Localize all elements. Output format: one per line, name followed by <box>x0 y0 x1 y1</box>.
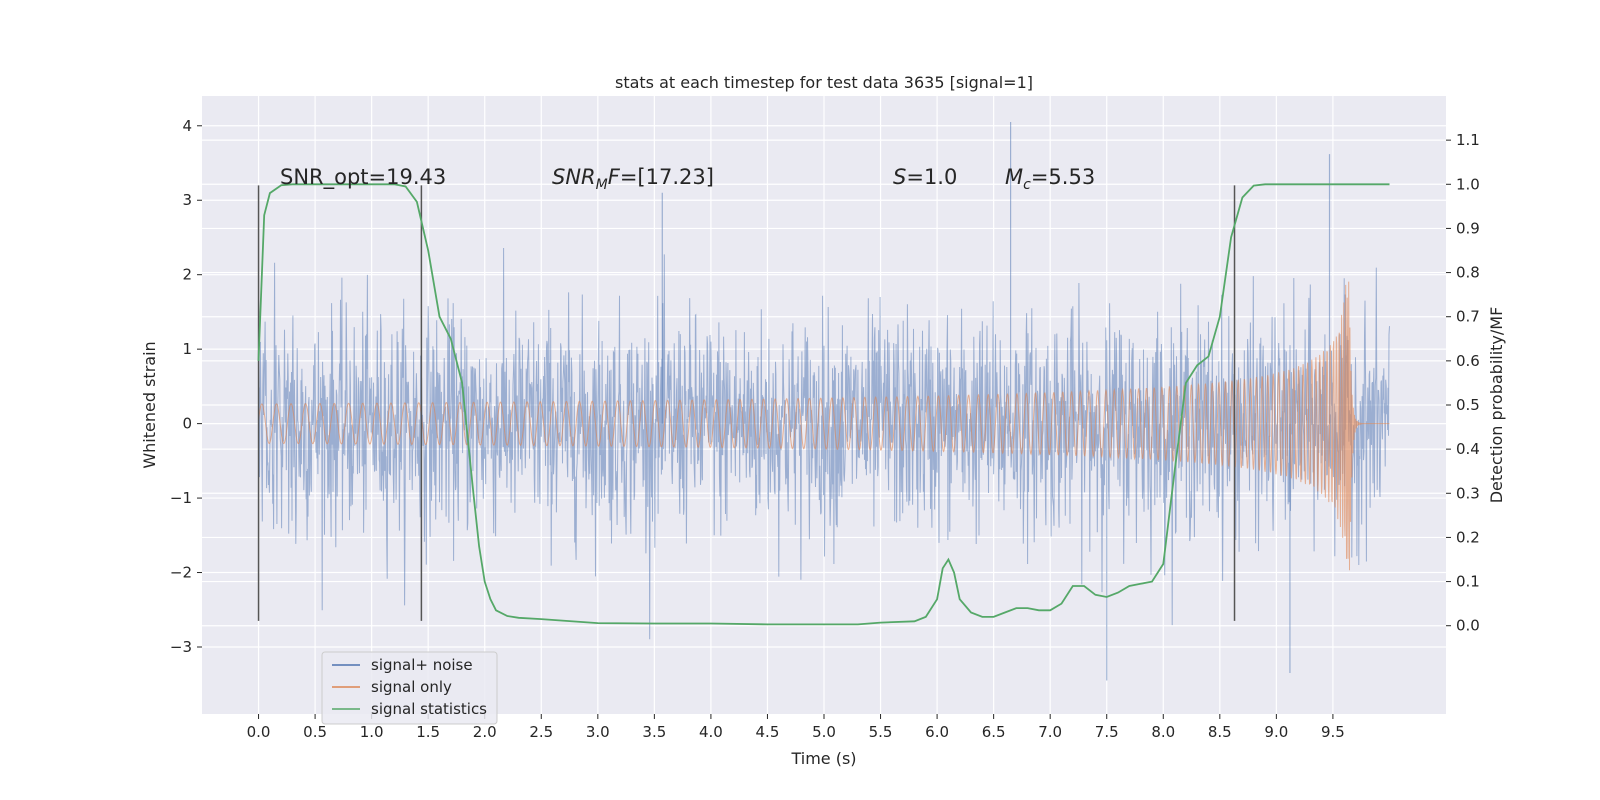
y-right-tick-label: 0.9 <box>1456 219 1480 237</box>
x-tick-label: 4.5 <box>756 723 780 741</box>
legend-label-signal-noise: signal+ noise <box>371 656 473 674</box>
x-tick-label: 0.5 <box>303 723 327 741</box>
signal-only-line <box>258 281 1390 571</box>
annotations: SNR_opt=19.43 SNRMF=[17.23] S=1.0 Mc=5.5… <box>280 165 1095 193</box>
y-right-tick-label: 0.7 <box>1456 308 1480 326</box>
signal-noise-line <box>258 247 1390 640</box>
y-right-tick-label: 0.5 <box>1456 396 1480 414</box>
x-tick-label: 5.5 <box>869 723 893 741</box>
chart-title: stats at each timestep for test data 363… <box>615 73 1033 92</box>
x-tick-label: 6.0 <box>925 723 949 741</box>
y-tick-label: 0 <box>182 415 192 433</box>
x-tick-label: 5.0 <box>812 723 836 741</box>
x-tick-label: 2.5 <box>529 723 553 741</box>
legend: signal+ noise signal only signal statist… <box>321 651 498 725</box>
y-right-tick-label: 0.1 <box>1456 573 1480 591</box>
y-right-tick-label: 0.6 <box>1456 352 1480 370</box>
y-right-axis-label: Detection probability/MF <box>1487 307 1506 504</box>
y-tick-label: 3 <box>182 191 192 209</box>
x-tick-label: 9.5 <box>1321 723 1345 741</box>
y-right-tick-label: 0.4 <box>1456 440 1480 458</box>
x-axis-label: Time (s) <box>790 749 856 768</box>
y-right-tick-label: 0.8 <box>1456 264 1480 282</box>
y-right-tick-label: 1.1 <box>1456 131 1480 149</box>
x-tick-label: 9.0 <box>1264 723 1288 741</box>
x-tick-label: 1.5 <box>416 723 440 741</box>
annotation-snr-mf: SNRMF=[17.23] <box>552 165 714 193</box>
x-tick-label: 7.5 <box>1095 723 1119 741</box>
annotation-snr-opt: SNR_opt=19.43 <box>280 165 446 190</box>
y-right-tick-label: 0.0 <box>1456 617 1480 635</box>
x-tick-label: 6.5 <box>982 723 1006 741</box>
legend-box <box>321 651 498 725</box>
x-tick-label: 8.0 <box>1151 723 1175 741</box>
x-tick-label: 3.0 <box>586 723 610 741</box>
y-tick-label: 2 <box>182 266 192 284</box>
annotation-s: S=1.0 <box>893 165 957 189</box>
x-tick-label: 4.0 <box>699 723 723 741</box>
x-axis-ticks: 0.0 0.5 1.0 1.5 2.0 2.5 3.0 3.5 4.0 4.5 5.0 5.5 6.0 6… <box>247 714 1345 741</box>
y-tick-label: −3 <box>170 638 192 656</box>
signal-statistics-line <box>257 183 1390 626</box>
signal-only-series <box>258 281 1390 571</box>
y-tick-label: −2 <box>170 564 192 582</box>
signal-statistics-series <box>257 183 1390 626</box>
vertical-markers <box>257 185 1236 621</box>
y-right-axis-ticks: 0.0 0.1 0.2 0.3 0.4 0.5 0.6 0.7 0.8 0.9 1.0 1.1 <box>1446 131 1480 635</box>
x-tick-label: 0.0 <box>247 723 271 741</box>
y-tick-label: 4 <box>182 117 192 135</box>
y-right-tick-label: 1.0 <box>1456 175 1480 193</box>
y-right-tick-label: 0.3 <box>1456 484 1480 502</box>
legend-label-signal-only: signal only <box>371 678 452 696</box>
annotation-mc: Mc=5.53 <box>1005 165 1095 193</box>
y-right-tick-label: 0.2 <box>1456 528 1480 546</box>
y-axis-label: Whitened strain <box>140 341 159 468</box>
x-tick-label: 7.0 <box>1038 723 1062 741</box>
x-tick-label: 8.5 <box>1208 723 1232 741</box>
y-axis-ticks: −3 −2 −1 0 1 2 3 4 <box>170 117 202 656</box>
x-tick-label: 1.0 <box>360 723 384 741</box>
x-tick-label: 2.0 <box>473 723 497 741</box>
y-tick-label: −1 <box>170 489 192 507</box>
y-tick-label: 1 <box>182 340 192 358</box>
x-tick-label: 3.5 <box>642 723 666 741</box>
legend-label-signal-statistics: signal statistics <box>371 700 487 718</box>
